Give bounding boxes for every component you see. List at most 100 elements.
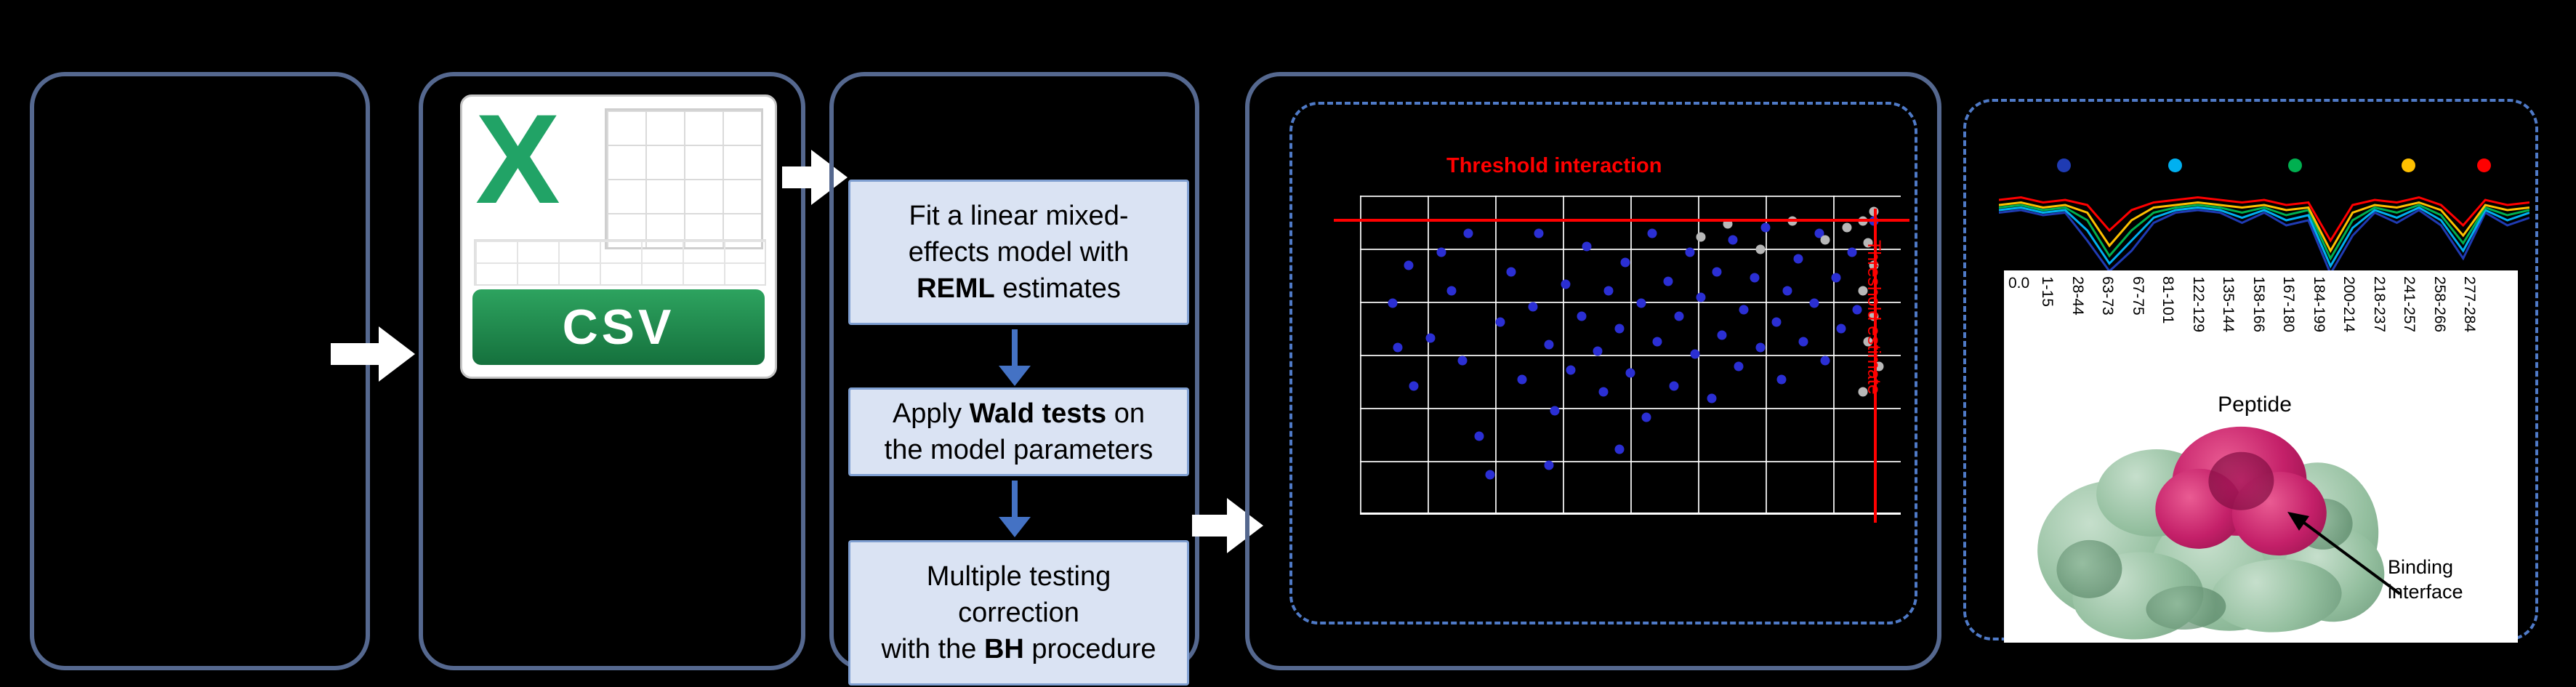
scatter-dot xyxy=(1820,235,1830,245)
scatter-dot xyxy=(1544,460,1554,470)
scatter-dot xyxy=(1495,317,1505,327)
x-axis-title: Peptide xyxy=(2218,393,2292,417)
input-panel xyxy=(30,72,370,670)
profile-panel: 0.0 1-15 28-44 63-73 67-75 81-101 122-129 135-… xyxy=(1963,99,2541,643)
scatter-dot xyxy=(1652,337,1662,347)
scatter-dot xyxy=(1728,235,1738,245)
peptide-label: 218-237 xyxy=(2370,276,2388,333)
legend-dot xyxy=(2057,158,2071,172)
arrow-tail xyxy=(782,166,811,188)
peptide-label: 135-144 xyxy=(2220,276,2237,333)
scatter-dot xyxy=(1457,355,1468,366)
legend-dot xyxy=(2288,158,2302,172)
scatter-dot xyxy=(1620,257,1630,268)
scatter-dot xyxy=(1436,247,1446,257)
scatter-dot xyxy=(1755,342,1766,353)
results-panel xyxy=(1245,72,1941,670)
scatter-dot xyxy=(1544,340,1554,350)
scatter-dot xyxy=(1534,228,1544,238)
scatter-dot xyxy=(1760,222,1771,233)
legend-dot xyxy=(2402,158,2415,172)
scatter-dot xyxy=(1614,324,1625,334)
scatter-dot xyxy=(1663,276,1673,286)
excel-x-letter: X xyxy=(475,89,560,230)
profile-axis-box: 0.0 1-15 28-44 63-73 67-75 81-101 122-129 135-… xyxy=(2004,270,2518,643)
scatter-dot xyxy=(1614,444,1625,454)
scatter-dot xyxy=(1798,337,1808,347)
legend-dot xyxy=(2168,158,2182,172)
scatter-dot xyxy=(1707,393,1717,403)
step-box-reml: Fit a linear mixed-effects model with RE… xyxy=(848,180,1189,325)
scatter-dot xyxy=(1863,238,1873,248)
profile-series-line xyxy=(1999,203,2529,252)
down-arrow-icon xyxy=(997,329,1032,386)
scatter-dot xyxy=(1669,381,1679,391)
scatter-dot xyxy=(1647,228,1657,238)
scatter-dot xyxy=(1858,286,1868,296)
scatter-dot xyxy=(1685,247,1695,257)
step-box-wald: Apply Wald tests on the model parameters xyxy=(848,387,1189,476)
profile-series-line xyxy=(1999,198,2529,241)
peptide-label: 241-257 xyxy=(2401,276,2418,333)
arrow-tail xyxy=(1192,515,1227,537)
scatter-dot xyxy=(1566,365,1576,375)
scatter-dot xyxy=(1550,406,1560,416)
scatter-dot xyxy=(1755,244,1766,254)
scatter-dot xyxy=(1517,374,1527,385)
scatter-dot xyxy=(1776,374,1787,385)
scatter-dot xyxy=(1561,279,1571,289)
volcano-title: Threshold interaction xyxy=(1446,154,1662,177)
scatter-dot xyxy=(1485,470,1495,480)
arrow-tail xyxy=(1011,481,1018,518)
peptide-label: 158-166 xyxy=(2250,276,2267,333)
profile-series-line xyxy=(1999,208,2529,267)
scatter-dot xyxy=(1842,222,1852,233)
scatter-dot xyxy=(1836,324,1846,334)
peptide-label: 200-214 xyxy=(2340,276,2357,333)
scatter-dot xyxy=(1750,273,1760,283)
arrow-head xyxy=(379,326,415,382)
scatter-dot xyxy=(1696,232,1706,242)
threshold-line-horizontal xyxy=(1334,219,1909,222)
peptide-label: 167-180 xyxy=(2280,276,2297,333)
peptide-label: 277-284 xyxy=(2461,276,2478,333)
scatter-dot xyxy=(1577,311,1587,321)
scatter-dot xyxy=(1771,317,1782,327)
threshold-vertical-label: Threshold estimate xyxy=(1864,240,1884,395)
y-tick-label: 0.0 xyxy=(2008,275,2030,292)
flow-arrow-icon xyxy=(331,326,415,382)
scatter-dot xyxy=(1528,302,1538,312)
scatter-dot xyxy=(1593,346,1603,356)
peptide-label: 1-15 xyxy=(2039,276,2056,308)
scatter-dot xyxy=(1690,349,1700,359)
scatter-plot-area xyxy=(1360,196,1901,515)
scatter-dot xyxy=(1809,298,1819,308)
scatter-dot xyxy=(1446,286,1457,296)
scatter-dot xyxy=(1641,412,1651,422)
legend-dot xyxy=(2477,158,2491,172)
scatter-dot xyxy=(1409,381,1419,391)
scatter-dot xyxy=(1820,355,1830,366)
arrow-head xyxy=(998,517,1031,537)
profile-legend xyxy=(1966,158,2541,173)
scatter-dot xyxy=(1603,286,1614,296)
arrow-tail xyxy=(1011,329,1018,367)
scatter-dot xyxy=(1782,286,1792,296)
threshold-line-vertical xyxy=(1874,209,1877,523)
scatter-dot xyxy=(1636,298,1646,308)
peptide-label: 28-44 xyxy=(2069,276,2086,316)
peptide-label: 184-199 xyxy=(2310,276,2327,333)
scatter-dot xyxy=(1739,305,1749,315)
scatter-dot xyxy=(1463,228,1473,238)
results-dashed-box xyxy=(1289,102,1917,624)
arrow-head xyxy=(998,366,1031,386)
csv-panel: X CSV xyxy=(419,72,805,670)
arrow-tail xyxy=(331,343,379,365)
spreadsheet-grid xyxy=(605,108,763,249)
scatter-dot xyxy=(1852,305,1862,315)
csv-banner: CSV xyxy=(472,289,765,365)
scatter-dot xyxy=(1863,337,1873,347)
peptide-label: 122-129 xyxy=(2189,276,2207,333)
binding-annotation: Binding interface xyxy=(2388,556,2463,603)
scatter-dot xyxy=(1388,298,1398,308)
